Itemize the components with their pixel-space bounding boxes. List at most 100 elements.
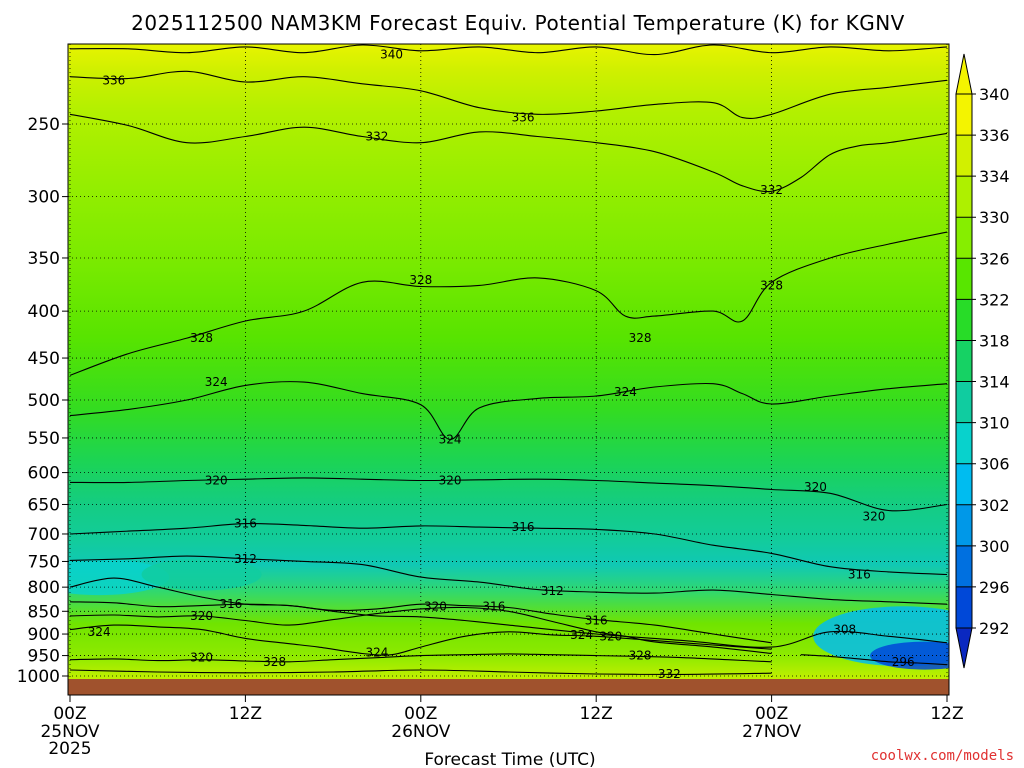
contour-label: 332 [658, 667, 681, 681]
contour-340 [69, 44, 948, 56]
colorbar-label: 322 [979, 290, 1010, 309]
contour-label: 328 [629, 649, 652, 663]
contour-label: 328 [629, 331, 652, 345]
y-tick-label: 400 [28, 302, 60, 322]
contour-316 [69, 522, 948, 576]
contour-332 [69, 113, 948, 193]
x-tick-label: 12Z [229, 704, 262, 724]
contour-label: 320 [439, 473, 462, 487]
colorbar-label: 326 [979, 249, 1010, 268]
contour-324 [69, 381, 948, 440]
contour-label: 332 [760, 183, 783, 197]
contour-label: 320 [599, 629, 622, 643]
colorbar: 340 336 334 330 326 322 318 314 310 306 302 300 296 2… [955, 53, 1010, 669]
contour-312 [69, 555, 948, 605]
contour-328 [69, 653, 772, 663]
colorbar-segment [956, 176, 972, 218]
colorbar-label: 310 [979, 414, 1010, 433]
contour-label: 320 [190, 651, 213, 665]
contour-label: 324 [365, 646, 388, 660]
contour-label: 316 [512, 520, 535, 534]
contour-label: 336 [102, 73, 125, 87]
y-tick-label: 350 [28, 249, 60, 269]
plot-grid [68, 44, 949, 695]
y-tick-label: 950 [28, 647, 60, 667]
plot-background [68, 44, 949, 695]
contour-label: 308 [833, 623, 856, 637]
y-tick-label: 800 [28, 578, 60, 598]
y-tick-label: 500 [28, 391, 60, 411]
contour-label: 324 [205, 375, 228, 389]
contour-label: 312 [234, 552, 257, 566]
contour-label: 324 [88, 625, 111, 639]
contour-332 [69, 669, 772, 675]
cold-core-east [870, 641, 949, 670]
chart-title: 2025112500 NAM3KM Forecast Equiv. Potent… [131, 11, 905, 35]
cold-patch-mid [141, 558, 262, 591]
colorbar-label: 314 [979, 373, 1010, 392]
y-axis: 250 300 350 400 450 500 550 600 650 700 750 800 850 9… [17, 115, 68, 687]
x-tick-label: 00Z [53, 704, 86, 724]
colorbar-label: 292 [979, 619, 1010, 638]
colorbar-bottom-arrow [955, 627, 973, 669]
x-tick-label: 12Z [930, 704, 963, 724]
contour-336 [69, 70, 948, 119]
x-tick-label: 12Z [580, 704, 613, 724]
contour-label: 312 [541, 584, 564, 598]
y-tick-label: 1000 [17, 667, 60, 687]
colorbar-label: 336 [979, 126, 1010, 145]
colorbar-segment [956, 381, 972, 423]
plot-area: 340 336 336 332 332 328 328 328 328 324 324 324 320 3… [67, 43, 950, 696]
colorbar-segment [956, 463, 972, 505]
x-tick-year: 2025 [48, 739, 91, 759]
contour-label: 320 [804, 480, 827, 494]
contour-lines [69, 44, 948, 675]
cold-patch-west [68, 559, 170, 596]
colorbar-label: 306 [979, 455, 1010, 474]
contour-label: 328 [760, 278, 783, 292]
colorbar-segment [956, 135, 972, 177]
contour-label: 316 [234, 517, 257, 531]
contour-label: 340 [380, 48, 403, 62]
x-tick-label: 00Z [404, 704, 437, 724]
contour-label: 320 [862, 510, 885, 524]
plot-frame [67, 43, 950, 696]
y-tick-label: 300 [28, 188, 60, 208]
colorbar-segment [956, 94, 972, 136]
y-tick-label: 700 [28, 525, 60, 545]
contour-308 [69, 577, 948, 648]
y-tick-label: 750 [28, 552, 60, 572]
contour-label: 320 [205, 473, 228, 487]
contour-label: 320 [190, 609, 213, 623]
x-tick-date: 27NOV [742, 722, 801, 742]
y-tick-label: 250 [28, 115, 60, 135]
contour-label: 316 [848, 568, 871, 582]
contour-label: 328 [409, 273, 432, 287]
ground-band [68, 679, 949, 695]
contour-label: 320 [424, 600, 447, 614]
colorbar-segment [956, 586, 972, 628]
contour-label: 316 [482, 600, 505, 614]
colorbar-label: 302 [979, 496, 1010, 515]
contour-328 [69, 231, 948, 376]
colorbar-label: 330 [979, 208, 1010, 227]
y-tick-label: 550 [28, 429, 60, 449]
contour-label: 336 [512, 111, 535, 125]
y-tick-label: 850 [28, 602, 60, 622]
contour-316 [69, 601, 772, 644]
contour-label: 316 [219, 597, 242, 611]
contour-296 [800, 654, 948, 666]
colorbar-segment [956, 299, 972, 341]
colorbar-top-arrow [955, 53, 973, 95]
x-tick-date: 25NOV [40, 722, 99, 742]
y-tick-label: 900 [28, 625, 60, 645]
contour-320 [69, 606, 772, 655]
colorbar-label: 334 [979, 167, 1010, 186]
contour-labels: 340 336 336 332 332 328 328 328 328 324 324 324 320 3… [88, 48, 915, 681]
contour-label: 296 [892, 655, 915, 669]
contour-label: 328 [263, 655, 286, 669]
contour-label: 324 [614, 385, 637, 399]
watermark: coolwx.com/models [871, 748, 1014, 764]
x-tick-label: 00Z [755, 704, 788, 724]
y-tick-label: 600 [28, 464, 60, 484]
